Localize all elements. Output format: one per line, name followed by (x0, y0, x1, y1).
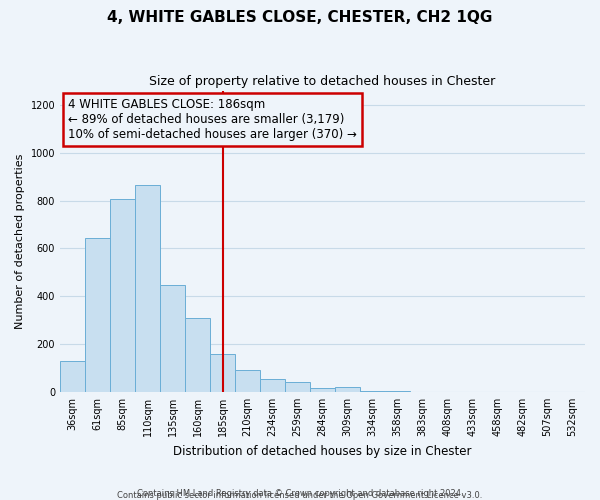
Bar (85, 238, 110, 392)
Text: Contains HM Land Registry data © Crown copyright and database right 2024.: Contains HM Land Registry data © Crown c… (137, 488, 463, 498)
Bar (310, 388, 335, 392)
Bar (385, 391, 410, 392)
Bar (60, 361, 85, 392)
Text: 4, WHITE GABLES CLOSE, CHESTER, CH2 1QG: 4, WHITE GABLES CLOSE, CHESTER, CH2 1QG (107, 10, 493, 25)
Bar (135, 185, 160, 392)
Bar (235, 370, 260, 392)
Y-axis label: Number of detached properties: Number of detached properties (15, 154, 25, 329)
Title: Size of property relative to detached houses in Chester: Size of property relative to detached ho… (149, 75, 496, 88)
Bar (335, 387, 360, 392)
Bar (185, 318, 210, 392)
Bar (260, 380, 285, 392)
Bar (360, 390, 385, 392)
Text: Contains public sector information licensed under the Open Government Licence v3: Contains public sector information licen… (118, 491, 482, 500)
Bar (110, 198, 135, 392)
Bar (285, 382, 310, 392)
X-axis label: Distribution of detached houses by size in Chester: Distribution of detached houses by size … (173, 444, 472, 458)
Text: 4 WHITE GABLES CLOSE: 186sqm
← 89% of detached houses are smaller (3,179)
10% of: 4 WHITE GABLES CLOSE: 186sqm ← 89% of de… (68, 98, 357, 141)
Bar (210, 354, 235, 392)
Bar (160, 285, 185, 392)
